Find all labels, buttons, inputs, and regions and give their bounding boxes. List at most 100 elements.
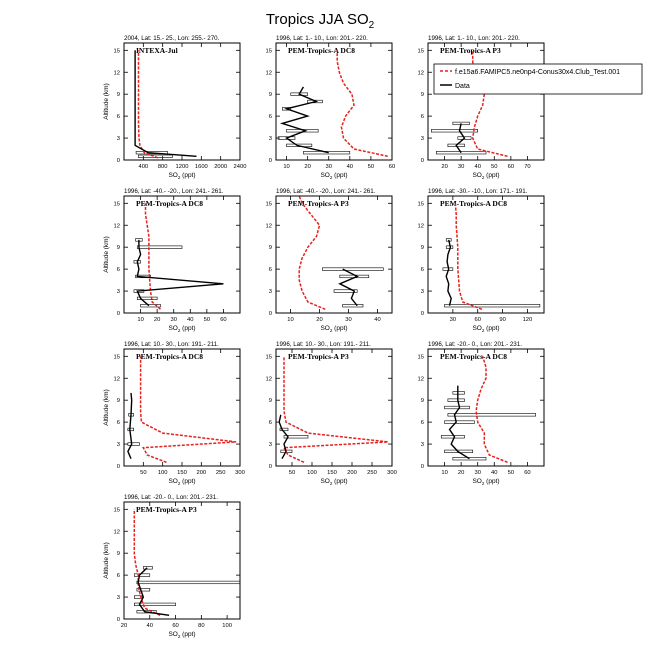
y-tick-label: 3 bbox=[117, 136, 120, 142]
x-axis-label: SO2 (ppt) bbox=[320, 172, 347, 180]
y-tick-label: 0 bbox=[117, 311, 120, 317]
y-tick-label: 6 bbox=[269, 267, 272, 273]
x-tick-label: 30 bbox=[170, 317, 176, 323]
y-tick-label: 3 bbox=[421, 442, 424, 448]
y-tick-label: 0 bbox=[421, 311, 424, 317]
x-axis-label: SO2 (ppt) bbox=[168, 631, 195, 639]
data-range-bar bbox=[143, 566, 153, 570]
panel-3: 1996, Lat: 1.- 10., Lon: 201.- 220. PEM-T… bbox=[418, 35, 545, 180]
model-line bbox=[475, 356, 508, 463]
plot-frame bbox=[123, 42, 241, 161]
x-tick-label: 20 bbox=[458, 470, 464, 476]
x-axis-label: SO2 (ppt) bbox=[168, 325, 195, 333]
y-tick-label: 9 bbox=[269, 398, 272, 404]
x-axis-label: SO2 (ppt) bbox=[320, 478, 347, 486]
data-range-bar bbox=[127, 427, 134, 432]
x-tick-label: 70 bbox=[524, 164, 530, 170]
x-tick-label: 60 bbox=[220, 317, 226, 323]
model-line bbox=[454, 203, 483, 311]
campaign-label: PEM-Tropics-A P3 bbox=[136, 505, 197, 514]
plot-frame bbox=[427, 42, 545, 161]
plot-frame bbox=[427, 348, 545, 467]
x-tick-label: 40 bbox=[474, 164, 480, 170]
model-line bbox=[144, 203, 161, 310]
y-tick-label: 9 bbox=[117, 92, 120, 98]
y-tick-label: 15 bbox=[114, 507, 120, 513]
y-axis-label: Altitude (km) bbox=[103, 389, 110, 425]
panel-7: 1996, Lat: 10.- 30., Lon: 191.- 211. PEM-… bbox=[103, 341, 245, 486]
panel-4: 1996, Lat: -40.- -20., Lon: 241.- 261. PE… bbox=[103, 188, 241, 333]
y-tick-label: 15 bbox=[114, 201, 120, 207]
y-tick-label: 6 bbox=[421, 267, 424, 273]
y-tick-label: 15 bbox=[266, 354, 272, 360]
panel-header: 1996, Lat: -20.- 0., Lon: 201.- 231. bbox=[124, 494, 218, 501]
model-line bbox=[336, 50, 388, 158]
panel-9: 1996, Lat: -20.- 0., Lon: 201.- 231. PEM-… bbox=[418, 341, 545, 486]
observation-line bbox=[136, 239, 224, 307]
x-tick-label: 2000 bbox=[214, 164, 227, 170]
y-tick-label: 0 bbox=[269, 311, 272, 317]
panel-6: 1996, Lat: -30.- -10., Lon: 171.- 191. PE… bbox=[418, 188, 545, 333]
data-range-bar bbox=[444, 405, 470, 410]
data-range-bar bbox=[134, 595, 143, 599]
y-tick-label: 3 bbox=[421, 289, 424, 295]
panel-header: 1996, Lat: 10.- 30., Lon: 191.- 211. bbox=[276, 341, 371, 348]
x-tick-label: 60 bbox=[474, 317, 480, 323]
y-tick-label: 0 bbox=[421, 158, 424, 164]
x-tick-label: 250 bbox=[216, 470, 226, 476]
x-tick-label: 50 bbox=[204, 317, 210, 323]
x-tick-label: 40 bbox=[187, 317, 193, 323]
y-tick-label: 12 bbox=[114, 223, 120, 229]
x-tick-label: 10 bbox=[287, 317, 293, 323]
data-range-bar bbox=[283, 435, 309, 439]
x-tick-label: 50 bbox=[508, 470, 514, 476]
y-tick-label: 6 bbox=[117, 420, 120, 426]
y-tick-label: 9 bbox=[421, 92, 424, 98]
x-tick-label: 40 bbox=[347, 164, 353, 170]
model-line bbox=[133, 509, 161, 616]
y-tick-label: 3 bbox=[269, 136, 272, 142]
x-tick-label: 20 bbox=[121, 623, 127, 629]
x-tick-label: 2400 bbox=[234, 164, 247, 170]
model-line bbox=[282, 356, 389, 463]
y-tick-label: 6 bbox=[421, 420, 424, 426]
x-tick-label: 10 bbox=[441, 470, 447, 476]
y-tick-label: 12 bbox=[114, 376, 120, 382]
x-tick-label: 800 bbox=[158, 164, 168, 170]
x-axis-label: SO2 (ppt) bbox=[168, 172, 195, 180]
data-range-bar bbox=[127, 442, 140, 446]
observation-line bbox=[127, 392, 133, 459]
plot-frame bbox=[427, 195, 545, 314]
x-tick-label: 20 bbox=[441, 164, 447, 170]
y-tick-label: 0 bbox=[117, 617, 120, 623]
plot-frame bbox=[275, 195, 393, 314]
y-tick-label: 0 bbox=[269, 464, 272, 470]
campaign-label: PEM-Tropics-A P3 bbox=[440, 46, 501, 55]
x-tick-label: 30 bbox=[450, 317, 456, 323]
data-range-bar bbox=[457, 136, 472, 140]
legend: f.e15a6.FAMIPC5.ne0np4-Conus30x4.Club_Te… bbox=[433, 63, 643, 95]
panel-header: 1996, Lat: 1.- 10., Lon: 201.- 220. bbox=[276, 35, 368, 42]
panel-header: 1996, Lat: -20.- 0., Lon: 201.- 231. bbox=[428, 341, 522, 348]
y-tick-label: 12 bbox=[418, 376, 424, 382]
panel-1: 2004, Lat: 15.- 25., Lon: 255.- 270. INTE… bbox=[103, 35, 246, 180]
data-range-bar bbox=[342, 304, 364, 308]
data-range-bar bbox=[440, 435, 465, 439]
x-tick-label: 120 bbox=[523, 317, 533, 323]
panel-2: 1996, Lat: 1.- 10., Lon: 201.- 220. PEM-T… bbox=[266, 35, 396, 180]
x-tick-label: 150 bbox=[327, 470, 337, 476]
plot-area bbox=[134, 50, 197, 159]
observation-line bbox=[455, 123, 466, 154]
data-range-bar bbox=[279, 427, 289, 432]
y-tick-label: 15 bbox=[114, 354, 120, 360]
campaign-label: PEM-Tropics-A DC8 bbox=[288, 46, 355, 55]
plot-area bbox=[133, 203, 224, 310]
plot-frame bbox=[123, 501, 241, 620]
data-range-bar bbox=[431, 129, 479, 133]
observation-line bbox=[137, 567, 170, 616]
x-axis-label: SO2 (ppt) bbox=[472, 325, 499, 333]
panel-header: 1996, Lat: 1.- 10., Lon: 201.- 220. bbox=[428, 35, 520, 42]
data-range-bar bbox=[333, 289, 358, 293]
plot-area bbox=[298, 196, 384, 310]
data-range-bar bbox=[286, 143, 313, 147]
